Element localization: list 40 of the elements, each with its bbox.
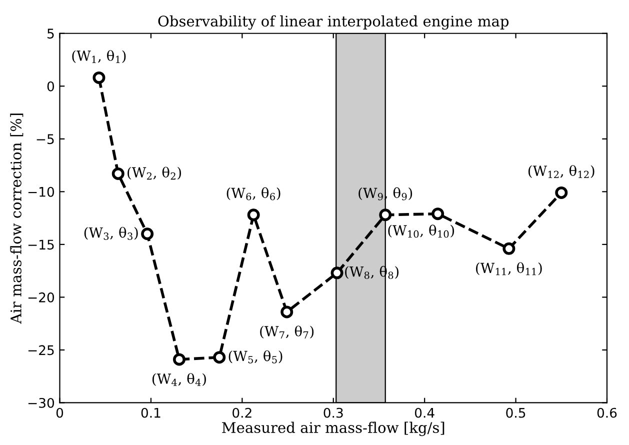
x-tick-label: 0.1 xyxy=(141,408,160,418)
y-tick-label: −10 xyxy=(28,186,54,197)
annotation: (W$_{3}$, θ$_{3}$) xyxy=(84,226,138,240)
annotation: (W$_{4}$, θ$_{4}$) xyxy=(152,373,206,386)
y-tick-label: −5 xyxy=(36,134,54,144)
point xyxy=(555,186,568,199)
point xyxy=(280,306,294,318)
x-tick-label: 0.3 xyxy=(324,408,343,418)
annotation: (W$_{2}$, θ$_{2}$) xyxy=(128,166,182,180)
chart-title: Observability of linear interpolated engine map xyxy=(158,15,509,30)
y-tick-label: −25 xyxy=(28,345,54,356)
y-tick-label: −30 xyxy=(28,398,54,408)
annotation: (W$_{11}$, θ$_{11}$) xyxy=(476,262,542,276)
point xyxy=(141,228,154,240)
point xyxy=(502,242,516,255)
annotation: (W$_{5}$, θ$_{5}$) xyxy=(228,350,282,364)
x-axis-title: Measured air mass-flow [kg/s] xyxy=(222,422,444,436)
point xyxy=(92,71,106,84)
point xyxy=(172,353,186,366)
x-tick-label: 0.6 xyxy=(597,408,617,418)
annotation: (W$_{12}$, θ$_{12}$) xyxy=(528,165,594,178)
x-tick-label: 0 xyxy=(56,408,64,418)
point xyxy=(330,266,344,280)
y-tick-label: −20 xyxy=(28,292,54,302)
point xyxy=(432,208,444,220)
point xyxy=(379,208,392,222)
point xyxy=(247,208,260,222)
annotation: (W$_{7}$, θ$_{7}$) xyxy=(260,326,314,338)
y-tick-label: −15 xyxy=(28,240,54,250)
point xyxy=(112,167,124,180)
x-tick-label: 0.5 xyxy=(506,408,526,418)
annotation: (W$_{1}$, θ$_{1}$) xyxy=(72,50,126,63)
point xyxy=(213,351,226,364)
y-tick-label: 5 xyxy=(48,28,54,39)
y-tick-label: 0 xyxy=(47,81,54,92)
x-tick-label: 0.2 xyxy=(232,408,252,418)
y-axis-title: Air mass-flow correction [%] xyxy=(10,114,24,324)
annotation: (W$_{10}$, θ$_{10}$) xyxy=(388,224,454,238)
x-tick-label: 0.4 xyxy=(414,408,434,418)
annotation: (W$_{6}$, θ$_{6}$) xyxy=(226,187,280,200)
